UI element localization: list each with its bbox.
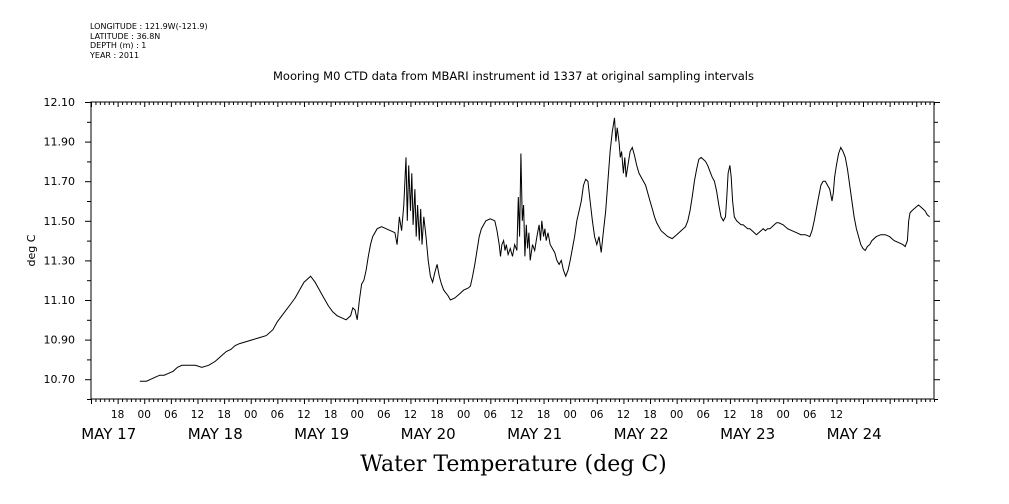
x-tick-label: 18 bbox=[324, 409, 337, 421]
x-tick-label: 18 bbox=[217, 409, 230, 421]
x-day-label: MAY 21 bbox=[507, 425, 562, 443]
y-tick-label: 12.10 bbox=[44, 96, 76, 109]
x-day-label: MAY 18 bbox=[188, 425, 243, 443]
x-tick-label: 00 bbox=[351, 409, 364, 421]
x-tick-label: 00 bbox=[457, 409, 470, 421]
x-tick-label: 00 bbox=[563, 409, 576, 421]
chart-title: Water Temperature (deg C) bbox=[360, 452, 667, 477]
x-tick-label: 12 bbox=[830, 409, 843, 421]
x-tick-label: 12 bbox=[297, 409, 310, 421]
x-day-label: MAY 22 bbox=[614, 425, 669, 443]
x-tick-label: 18 bbox=[111, 409, 124, 421]
x-tick-label: 06 bbox=[484, 409, 498, 421]
depth-line: DEPTH (m) : 1 bbox=[90, 41, 147, 50]
x-tick-label: 12 bbox=[617, 409, 630, 421]
y-tick-label: 11.50 bbox=[44, 215, 76, 228]
x-tick-label: 00 bbox=[776, 409, 789, 421]
x-tick-label: 18 bbox=[643, 409, 656, 421]
x-day-label: MAY 20 bbox=[401, 425, 456, 443]
chart-subtitle: Mooring M0 CTD data from MBARI instrumen… bbox=[273, 69, 754, 83]
x-tick-label: 00 bbox=[244, 409, 257, 421]
series-line bbox=[139, 117, 930, 382]
x-day-label: MAY 23 bbox=[720, 425, 775, 443]
x-tick-label: 18 bbox=[750, 409, 763, 421]
x-tick-label: 12 bbox=[191, 409, 204, 421]
x-tick-label: 12 bbox=[723, 409, 736, 421]
y-tick-label: 11.10 bbox=[44, 294, 76, 307]
x-tick-label: 06 bbox=[590, 409, 604, 421]
x-day-label: MAY 24 bbox=[827, 425, 882, 443]
x-tick-label: 06 bbox=[164, 409, 178, 421]
x-tick-label: 06 bbox=[803, 409, 817, 421]
x-tick-label: 18 bbox=[430, 409, 443, 421]
longitude-line: LONGITUDE : 121.9W(-121.9) bbox=[90, 22, 208, 31]
y-tick-label: 10.70 bbox=[44, 373, 76, 386]
y-tick-label: 11.90 bbox=[44, 136, 76, 149]
x-tick-label: 06 bbox=[271, 409, 285, 421]
x-day-label: MAY 19 bbox=[294, 425, 349, 443]
metadata-block: LONGITUDE : 121.9W(-121.9) LATITUDE : 36… bbox=[90, 22, 208, 60]
y-tick-label: 10.90 bbox=[44, 334, 76, 347]
x-tick-label: 00 bbox=[670, 409, 683, 421]
x-day-label: MAY 17 bbox=[81, 425, 136, 443]
latitude-line: LATITUDE : 36.8N bbox=[90, 31, 161, 41]
y-tick-label: 11.30 bbox=[44, 254, 76, 267]
plot-frame bbox=[90, 101, 935, 400]
x-tick-label: 00 bbox=[138, 409, 151, 421]
x-tick-label: 12 bbox=[404, 409, 417, 421]
y-axis-label: deg C bbox=[25, 234, 38, 266]
year-line: YEAR : 2011 bbox=[90, 50, 140, 60]
x-tick-label: 18 bbox=[537, 409, 550, 421]
x-tick-label: 06 bbox=[377, 409, 391, 421]
y-tick-label: 11.70 bbox=[44, 175, 76, 188]
x-tick-label: 12 bbox=[510, 409, 523, 421]
x-tick-label: 06 bbox=[697, 409, 711, 421]
